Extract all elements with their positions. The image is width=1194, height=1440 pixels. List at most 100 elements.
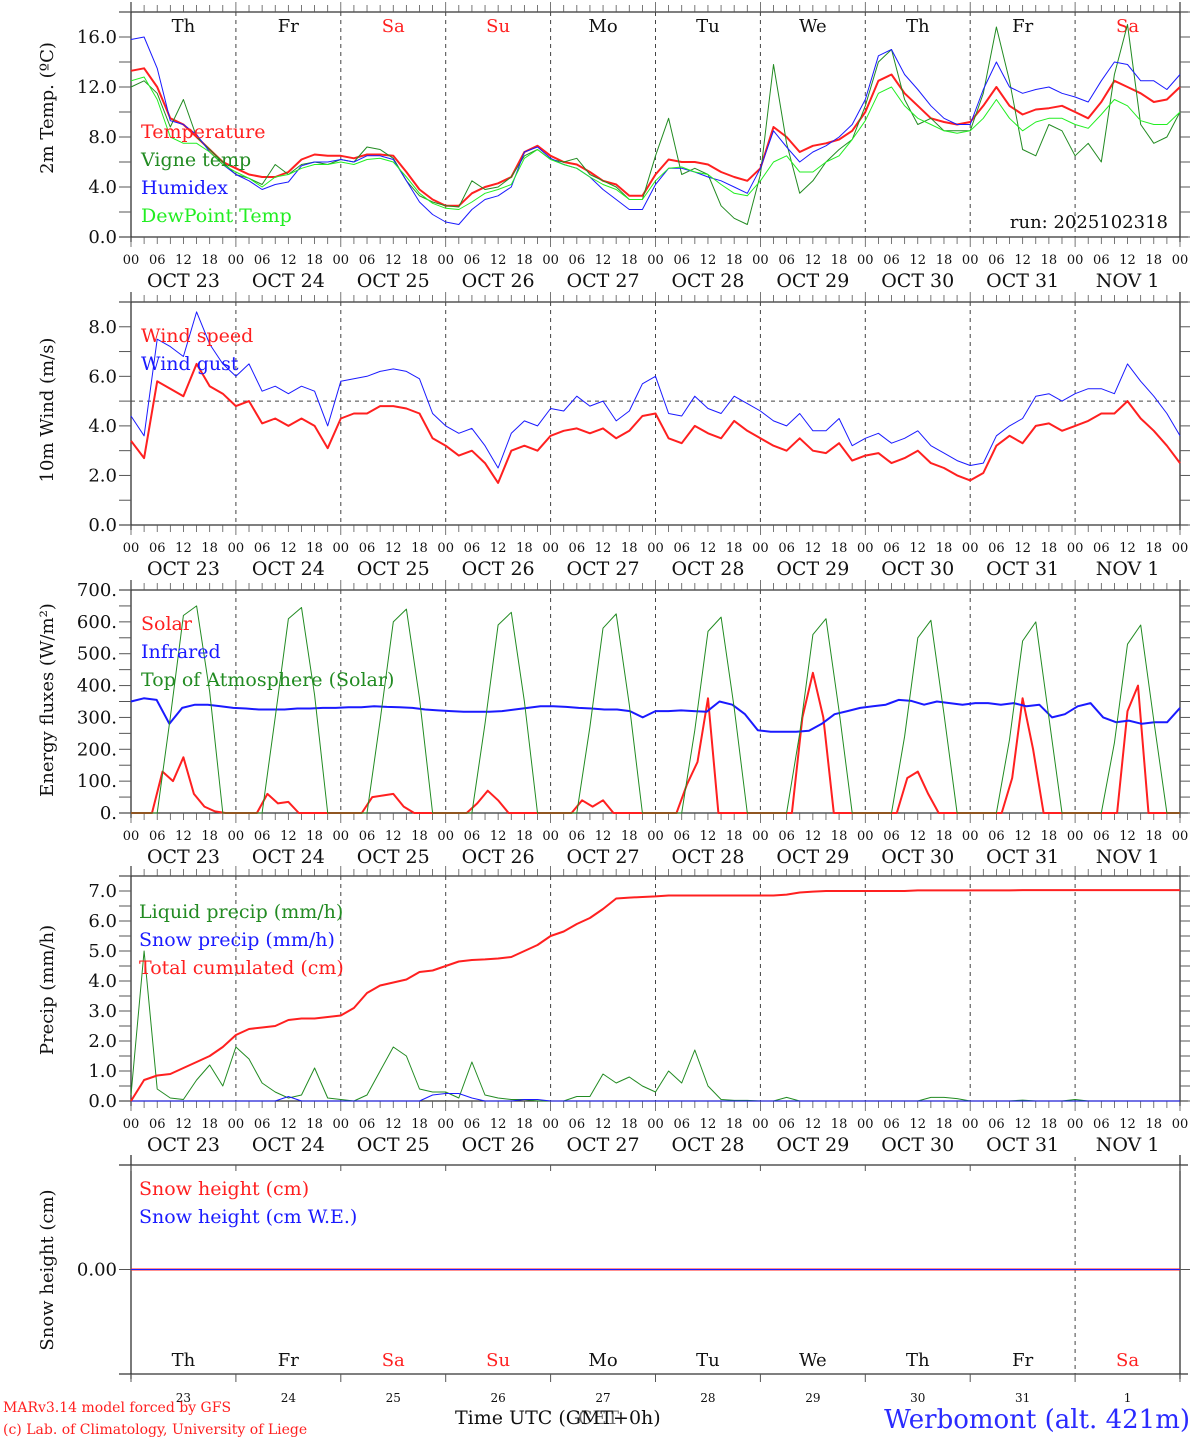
hour-tick-label: 18 [621,253,638,268]
hour-tick-label: 18 [411,253,428,268]
hour-tick-label: 12 [490,541,507,556]
y-axis-label: Snow height (cm) [37,1189,58,1350]
hour-tick-label: 06 [988,1117,1005,1132]
series-line-dewpoint-temp [130,76,1181,210]
hour-tick-label: 06 [988,829,1005,844]
hour-tick-label: 18 [936,541,953,556]
hour-tick-label: 18 [1146,829,1163,844]
hour-tick-label: 18 [1041,541,1058,556]
hour-tick-label: 00 [228,253,245,268]
hour-tick-label: 06 [569,541,586,556]
y-tick-label: 0.0 [88,515,117,536]
date-label: OCT 29 [776,270,849,292]
date-label: OCT 26 [462,270,535,292]
hour-tick-label: 06 [569,253,586,268]
date-label: OCT 25 [357,1134,430,1156]
hour-tick-label: 12 [175,829,192,844]
hour-tick-label: 00 [647,829,664,844]
hour-tick-label: 06 [149,541,166,556]
date-label: OCT 31 [986,558,1059,580]
legend-entry: Wind speed [141,325,253,347]
hour-tick-label: 00 [228,829,245,844]
hour-tick-label: 12 [700,1117,717,1132]
hour-tick-label: 12 [490,1117,507,1132]
hour-tick-label: 00 [752,829,769,844]
hour-tick-label: 06 [673,829,690,844]
series-line-infrared [130,697,1181,733]
hour-tick-label: 12 [1014,829,1031,844]
y-tick-label: 700. [77,580,117,601]
hour-tick-label: 00 [542,253,559,268]
hour-tick-label: 00 [752,541,769,556]
hour-tick-label: 18 [726,829,743,844]
date-label: OCT 27 [567,1134,640,1156]
hour-tick-label: 18 [516,541,533,556]
hour-tick-label: 00 [123,829,140,844]
legend-entry: Top of Atmosphere (Solar) [141,669,394,691]
run-annotation: run: 2025102318 [1010,212,1168,233]
hour-tick-label: 12 [1119,829,1136,844]
hour-tick-label: 00 [333,829,350,844]
hour-tick-label: 12 [385,829,402,844]
y-tick-label: 2.0 [88,1031,117,1052]
weekday-label: Fr [278,16,299,37]
legend-entry: Temperature [141,121,265,143]
weekday-label: Sa [382,16,405,37]
date-label: OCT 23 [147,1134,220,1156]
hour-tick-label: 18 [1146,541,1163,556]
date-label: OCT 24 [252,270,325,292]
y-tick-label: 2.0 [88,465,117,486]
model-credit: MARv3.14 model forced by GFS [3,1400,231,1416]
hour-tick-label: 18 [411,829,428,844]
hour-tick-label: 18 [726,1117,743,1132]
hour-tick-label: 12 [385,1117,402,1132]
hour-tick-label: 18 [306,1117,323,1132]
hour-tick-label: 06 [778,253,795,268]
date-label: OCT 24 [252,558,325,580]
hour-tick-label: 06 [464,1117,481,1132]
station-title: Werbomont (alt. 421m) [884,1405,1190,1435]
date-label: OCT 31 [986,1134,1059,1156]
hour-tick-label: 12 [175,253,192,268]
hour-tick-label: 12 [909,541,926,556]
legend-entry: Solar [141,613,193,635]
date-label: OCT 28 [671,270,744,292]
hour-tick-label: 18 [1146,1117,1163,1132]
hour-tick-label: 12 [385,541,402,556]
hour-tick-label: 00 [1067,541,1084,556]
day-number-label: 26 [491,1391,506,1405]
x-axis-label-overlay: CET [578,1407,619,1429]
y-axis-label: Precip (mm/h) [37,925,58,1055]
date-label: OCT 25 [357,846,430,868]
weekday-label: We [799,1350,827,1371]
y-axis-label: Energy fluxes (W/m²) [37,603,58,797]
legend-entry: DewPoint Temp [141,205,292,227]
hour-tick-label: 12 [805,541,822,556]
hour-tick-label: 06 [883,829,900,844]
hour-tick-label: 12 [595,1117,612,1132]
date-label: OCT 29 [776,846,849,868]
date-label: OCT 28 [671,558,744,580]
weekday-label: Su [486,1350,510,1371]
hour-tick-label: 06 [673,541,690,556]
y-tick-label: 400. [77,676,117,697]
hour-tick-label: 06 [464,253,481,268]
hour-tick-label: 12 [909,829,926,844]
y-axis-label: 2m Temp. (ºC) [37,42,58,174]
hour-tick-label: 00 [542,1117,559,1132]
hour-tick-label: 12 [1014,541,1031,556]
hour-tick-label: 18 [726,541,743,556]
date-label: OCT 25 [357,270,430,292]
date-label: OCT 30 [881,846,954,868]
hour-tick-label: 12 [805,1117,822,1132]
date-label: OCT 29 [776,1134,849,1156]
hour-tick-label: 00 [333,253,350,268]
hour-tick-label: 12 [595,541,612,556]
weekday-label: Th [906,16,930,37]
hour-tick-label: 00 [857,1117,874,1132]
weekday-label: Fr [278,1350,299,1371]
hour-tick-label: 18 [831,829,848,844]
series-line-humidex [130,36,1181,225]
legend-entry: Snow height (cm W.E.) [139,1206,357,1228]
